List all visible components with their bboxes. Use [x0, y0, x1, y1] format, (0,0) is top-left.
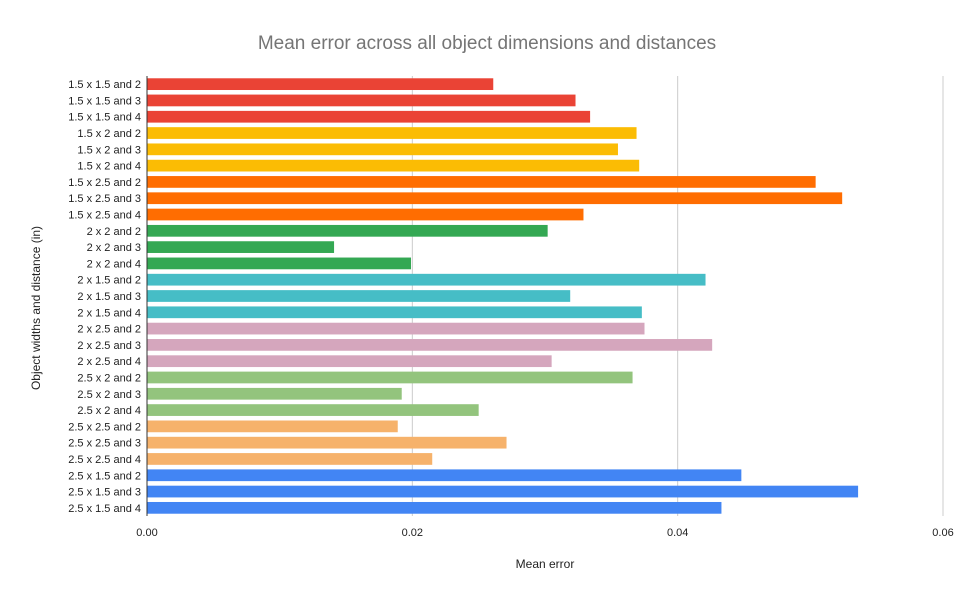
y-tick-label: 2 x 1.5 and 3 [77, 291, 141, 303]
y-tick-label: 1.5 x 2.5 and 4 [68, 210, 141, 222]
bar [147, 127, 637, 139]
x-tick-label: 0.02 [402, 527, 423, 539]
bar [147, 192, 843, 205]
y-tick-label: 1.5 x 2 and 3 [77, 144, 141, 156]
bar [147, 469, 742, 482]
y-tick-label: 1.5 x 2.5 and 2 [68, 177, 141, 189]
y-tick-label: 2 x 2.5 and 2 [77, 324, 141, 336]
chart-title: Mean error across all object dimensions … [258, 33, 716, 54]
y-tick-label: 2 x 2 and 4 [87, 258, 141, 270]
y-tick-label: 2 x 2 and 2 [87, 226, 141, 238]
bar [147, 110, 591, 123]
bar [147, 420, 398, 433]
y-tick-labels: 1.5 x 1.5 and 2 1.5 x 1.5 and 3 1.5 x 1.5 … [68, 79, 141, 515]
bar [147, 94, 576, 107]
bar [147, 436, 507, 449]
y-tick-label: 2 x 2.5 and 3 [77, 340, 141, 352]
bar [147, 339, 713, 351]
bar [147, 143, 618, 156]
x-tick-label: 0.06 [932, 527, 953, 539]
y-tick-label: 2 x 1.5 and 4 [77, 307, 141, 319]
bar [147, 241, 335, 253]
bar [147, 176, 816, 188]
bar [147, 322, 645, 335]
bar [147, 290, 571, 302]
bar [147, 387, 402, 400]
x-tick-label: 0.04 [667, 527, 688, 539]
y-tick-label: 2 x 2 and 3 [87, 242, 141, 254]
x-tick-labels: 0.00 0.02 0.04 0.06 [136, 527, 953, 539]
y-tick-label: 1.5 x 1.5 and 3 [68, 95, 141, 107]
y-tick-label: 1.5 x 1.5 and 2 [68, 79, 141, 91]
y-tick-label: 2.5 x 1.5 and 2 [68, 470, 141, 482]
bar [147, 159, 640, 172]
bar [147, 453, 433, 465]
y-tick-label: 2.5 x 2.5 and 2 [68, 421, 141, 433]
bar [147, 501, 722, 514]
y-tick-label: 2.5 x 2.5 and 4 [68, 454, 141, 466]
bar [147, 257, 412, 270]
bar [147, 485, 859, 498]
bar [147, 78, 494, 91]
y-tick-label: 2.5 x 1.5 and 4 [68, 503, 141, 515]
y-tick-label: 2 x 1.5 and 2 [77, 275, 141, 287]
y-tick-label: 2.5 x 2 and 2 [77, 372, 141, 384]
x-tick-label: 0.00 [136, 527, 157, 539]
y-tick-label: 1.5 x 2.5 and 3 [68, 193, 141, 205]
bar [147, 404, 479, 416]
y-tick-label: 2.5 x 2 and 3 [77, 389, 141, 401]
bar [147, 208, 584, 221]
y-axis-title: Object widths and distance (in) [29, 226, 43, 390]
bar [147, 355, 552, 368]
y-tick-label: 1.5 x 2 and 2 [77, 128, 141, 140]
y-tick-label: 2.5 x 1.5 and 3 [68, 487, 141, 499]
bars [147, 78, 859, 514]
y-tick-label: 1.5 x 1.5 and 4 [68, 112, 141, 124]
bar [147, 273, 706, 286]
bar [147, 371, 633, 384]
bar [147, 306, 642, 319]
y-tick-label: 2 x 2.5 and 4 [77, 356, 141, 368]
bar [147, 224, 548, 237]
y-tick-label: 1.5 x 2 and 4 [77, 161, 141, 173]
y-tick-label: 2.5 x 2.5 and 3 [68, 438, 141, 450]
x-axis-title: Mean error [516, 557, 575, 571]
y-tick-label: 2.5 x 2 and 4 [77, 405, 141, 417]
